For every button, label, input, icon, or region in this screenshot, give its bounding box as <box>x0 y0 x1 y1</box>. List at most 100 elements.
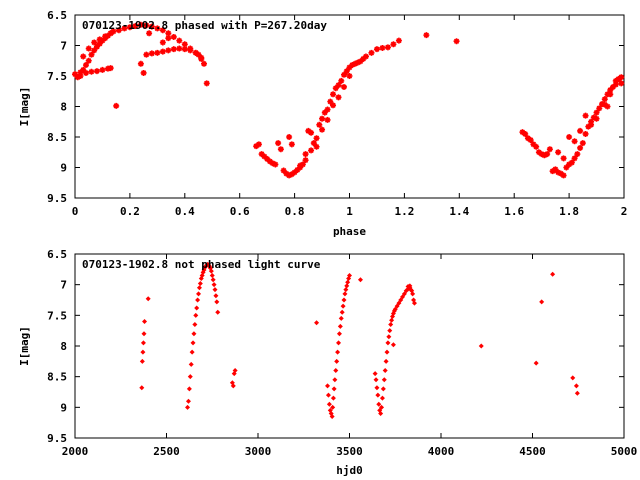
data-point <box>140 349 146 355</box>
data-point-core <box>182 47 187 52</box>
data-point <box>389 317 395 323</box>
data-point-core <box>363 54 368 59</box>
data-point-core <box>92 48 97 53</box>
data-point <box>232 368 238 374</box>
data-point-core <box>556 170 561 175</box>
data-point-core <box>314 144 319 149</box>
data-point-core <box>188 48 193 53</box>
y-tick-label: 9.5 <box>47 192 67 205</box>
data-point-core <box>583 113 588 118</box>
data-point <box>410 291 416 297</box>
data-point-core <box>193 50 198 55</box>
data-point-core <box>300 162 305 167</box>
chart-title: 070123-1902.8 phased with P=267.20day <box>82 19 327 32</box>
data-point <box>380 386 386 392</box>
data-point <box>189 349 195 355</box>
data-point-core <box>344 69 349 74</box>
data-point-core <box>295 167 300 172</box>
data-point <box>208 268 214 274</box>
data-point-core <box>309 130 314 135</box>
data-point <box>343 287 349 293</box>
data-point <box>379 404 385 410</box>
data-point-core <box>619 75 624 80</box>
data-point <box>408 287 414 293</box>
data-point-core <box>608 88 613 93</box>
x-tick-label: 1.6 <box>504 205 524 218</box>
data-point-core <box>108 31 113 36</box>
data-point <box>329 414 335 420</box>
data-point-core <box>556 150 561 155</box>
x-tick-label: 5000 <box>611 445 638 458</box>
data-point-core <box>133 23 138 28</box>
data-point-core <box>116 28 121 33</box>
data-point <box>209 272 215 278</box>
data-point-core <box>325 117 330 122</box>
data-point <box>193 312 199 318</box>
data-point <box>196 285 202 291</box>
y-tick-label: 8.5 <box>47 371 67 384</box>
data-point-core <box>287 135 292 139</box>
data-point-core <box>545 152 550 157</box>
data-point <box>411 300 417 306</box>
data-point <box>330 395 336 401</box>
data-point-core <box>89 69 94 74</box>
data-point <box>376 401 382 407</box>
data-point-core <box>385 45 390 50</box>
x-tick-label: 0 <box>72 205 79 218</box>
data-point-core <box>177 46 182 51</box>
data-point <box>390 342 396 348</box>
data-point-core <box>100 67 105 72</box>
y-tick-label: 9.5 <box>47 432 67 445</box>
y-tick-label: 9 <box>60 162 67 175</box>
data-point-core <box>558 171 563 176</box>
data-point <box>379 395 385 401</box>
data-point-core <box>597 106 602 111</box>
data-point-core <box>369 50 374 55</box>
data-point-core <box>616 77 621 82</box>
data-point-core <box>171 47 176 52</box>
data-point-core <box>572 139 577 144</box>
data-point <box>374 385 380 391</box>
data-point-core <box>149 24 154 29</box>
data-point-core <box>594 116 599 121</box>
data-point-core <box>78 70 83 75</box>
data-point-core <box>292 170 297 175</box>
data-point-core <box>138 22 143 27</box>
data-point-core <box>331 92 336 97</box>
data-point-core <box>578 145 583 150</box>
y-axis-title: I[mag] <box>18 326 31 366</box>
data-point <box>185 398 191 404</box>
data-point-core <box>613 78 618 83</box>
data-point-core <box>523 131 528 136</box>
data-point-core <box>602 97 607 102</box>
data-point-core <box>289 172 294 177</box>
data-point-core <box>531 142 536 147</box>
data-point <box>533 360 539 366</box>
data-point-core <box>114 103 119 108</box>
data-point-core <box>352 61 357 66</box>
data-point-core <box>586 124 591 129</box>
data-point-core <box>281 168 286 173</box>
data-point-core <box>328 99 333 104</box>
x-tick-label: 4500 <box>519 445 546 458</box>
data-point-core <box>602 102 607 107</box>
data-point-core <box>311 141 316 146</box>
data-point <box>332 377 338 383</box>
data-point <box>195 297 201 303</box>
data-point-core <box>199 55 204 60</box>
data-point-core <box>539 152 544 157</box>
data-point-core <box>347 65 352 70</box>
data-point-core <box>333 86 338 91</box>
data-point-core <box>569 160 574 165</box>
y-tick-label: 8 <box>60 101 67 114</box>
data-point-core <box>303 158 308 163</box>
data-point-core <box>583 131 588 136</box>
data-point-core <box>265 156 270 161</box>
data-point-core <box>78 74 83 78</box>
data-point-core <box>528 138 533 143</box>
data-point <box>197 280 203 286</box>
data-point <box>331 386 337 392</box>
x-tick-label: 4000 <box>428 445 455 458</box>
chart-title: 070123-1902.8 not phased light curve <box>82 258 321 271</box>
